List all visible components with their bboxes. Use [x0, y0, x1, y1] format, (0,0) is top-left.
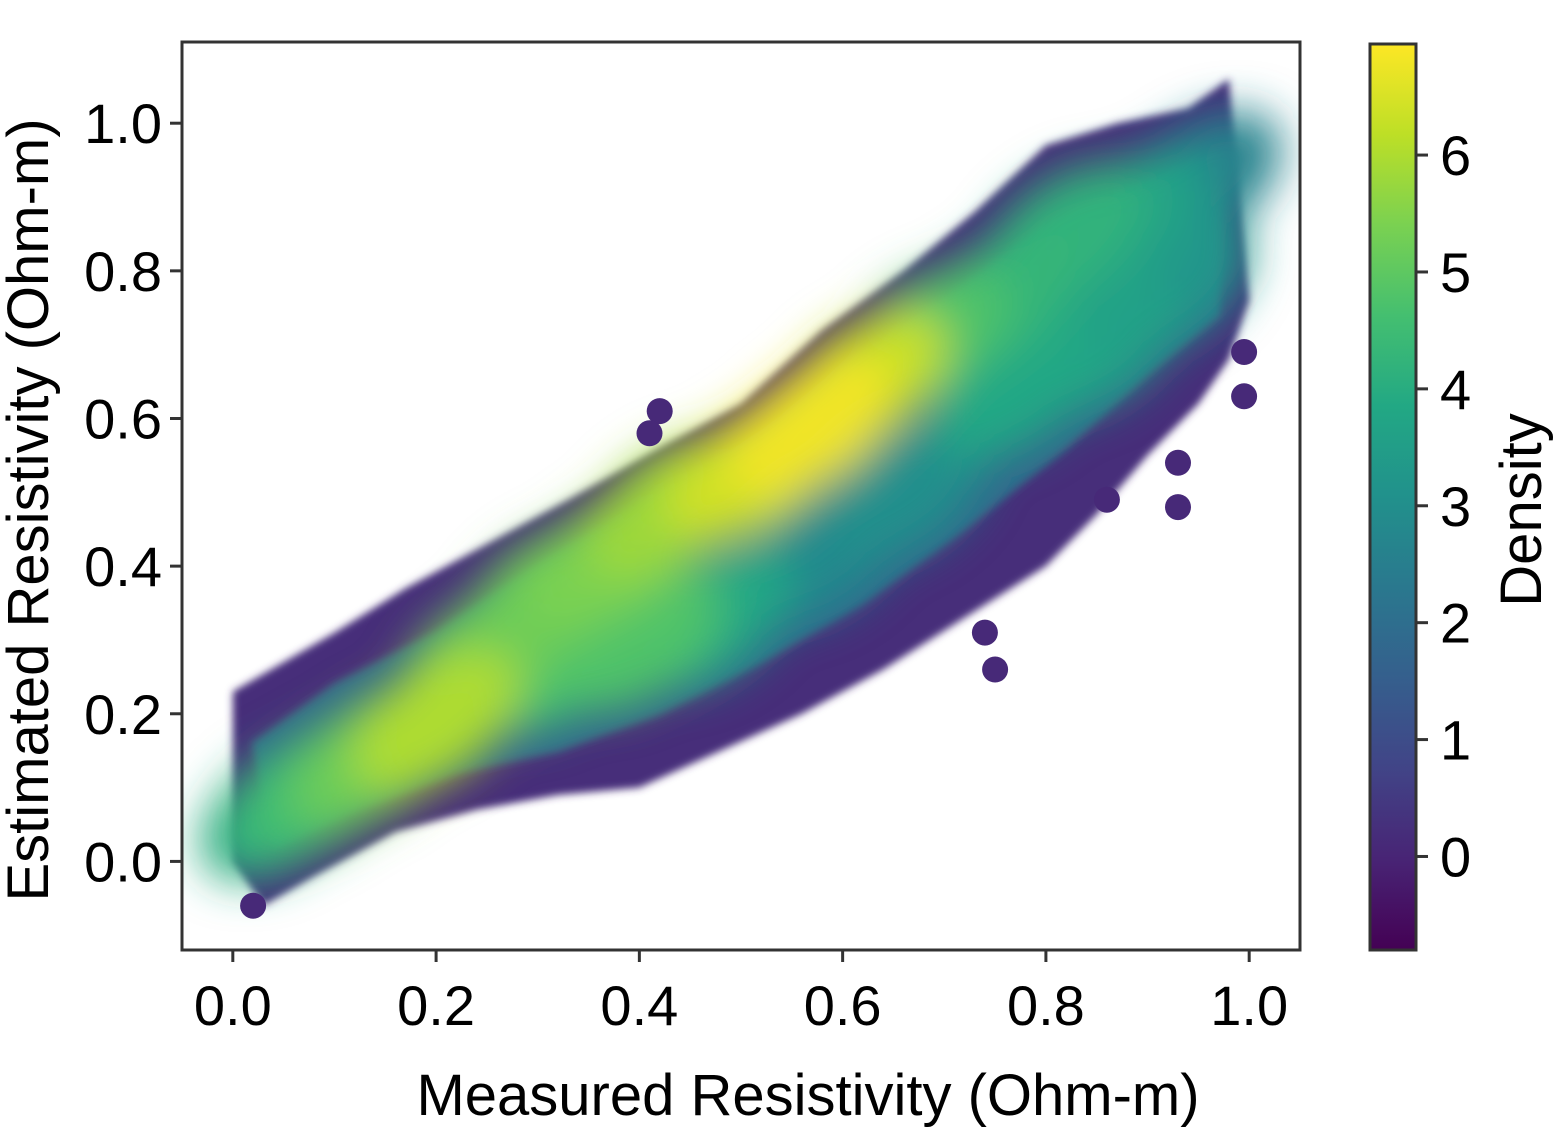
density-hotspot [820, 420, 987, 564]
x-tick-label: 0.8 [1007, 974, 1085, 1037]
colorbar-tick-label: 0 [1440, 825, 1471, 888]
y-tick-label: 0.2 [84, 683, 162, 746]
colorbar-tick-label: 6 [1440, 124, 1471, 187]
x-tick-label: 1.0 [1210, 974, 1288, 1037]
outlier-point [1093, 486, 1120, 513]
y-axis-label: Estimated Resistivity (Ohm-m) [0, 118, 61, 901]
y-tick-label: 0.8 [84, 240, 162, 303]
outlier-point [240, 892, 267, 919]
colorbar [1368, 42, 1418, 952]
density-hotspots [200, 110, 1282, 882]
x-axis-label: Measured Resistivity (Ohm-m) [416, 1063, 1199, 1128]
density-hotspot [728, 354, 896, 498]
density-hotspot [352, 649, 520, 793]
y-tick-label: 0.6 [84, 387, 162, 450]
x-axis-ticks: 0.0 0.2 0.4 0.6 0.8 1.0 [194, 950, 1288, 1037]
outlier-point [1165, 494, 1191, 521]
outlier-point [1231, 383, 1258, 410]
colorbar-tick-label: 5 [1440, 241, 1471, 304]
colorbar-ticks: 0 1 2 3 4 5 6 [1416, 124, 1471, 888]
outlier-point [646, 398, 673, 425]
plot-frame [180, 40, 1302, 952]
outlier-point [971, 619, 998, 646]
outlier-point [1165, 449, 1191, 476]
outlier-point [982, 656, 1009, 683]
outlier-point [1231, 339, 1258, 365]
y-axis-ticks: 0.0 0.2 0.4 0.6 0.8 1.0 [84, 92, 182, 893]
y-tick-label: 0.4 [84, 535, 162, 598]
x-tick-label: 0.0 [194, 974, 272, 1037]
x-tick-label: 0.6 [804, 974, 882, 1037]
y-tick-label: 1.0 [84, 92, 162, 155]
y-tick-label: 0.0 [84, 830, 162, 893]
colorbar-tick-label: 4 [1440, 358, 1471, 421]
colorbar-tick-label: 2 [1440, 592, 1471, 655]
colorbar-tick-label: 1 [1440, 709, 1471, 772]
outlier-point [636, 420, 663, 447]
colorbar-label: Density [1489, 413, 1554, 606]
colorbar-tick-label: 3 [1440, 475, 1471, 538]
x-tick-label: 0.4 [600, 974, 678, 1037]
outlier-points [240, 339, 1258, 919]
x-tick-label: 0.2 [397, 974, 475, 1037]
